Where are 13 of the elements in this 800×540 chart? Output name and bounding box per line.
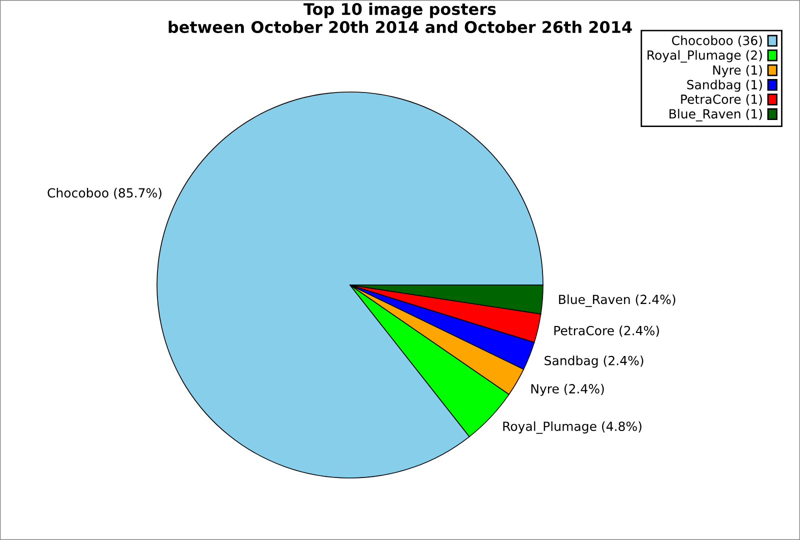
legend-label: Royal_Plumage (2) — [648, 50, 762, 63]
data-label: Blue_Raven (2.4%) — [559, 294, 676, 307]
data-label: Sandbag (2.4%) — [544, 356, 644, 368]
legend-label: Nyre (1) — [713, 65, 762, 78]
data-label: PetraCore (2.4%) — [554, 326, 659, 337]
legend-label: Chocoboo (36) — [672, 36, 762, 47]
data-label: Nyre (2.4%) — [531, 384, 604, 396]
legend-label: PetraCore (1) — [681, 94, 762, 106]
legend-label: Blue_Raven (1) — [670, 108, 762, 122]
data-label: Chocoboo (85.7%) — [48, 188, 162, 200]
chart-title: Top 10 image posters between October 20th 2014 and October 26th 2014 — [168, 2, 632, 34]
legend-label: Sandbag (1) — [687, 80, 762, 92]
data-label: Royal_Plumage (4.8%) — [503, 421, 642, 434]
